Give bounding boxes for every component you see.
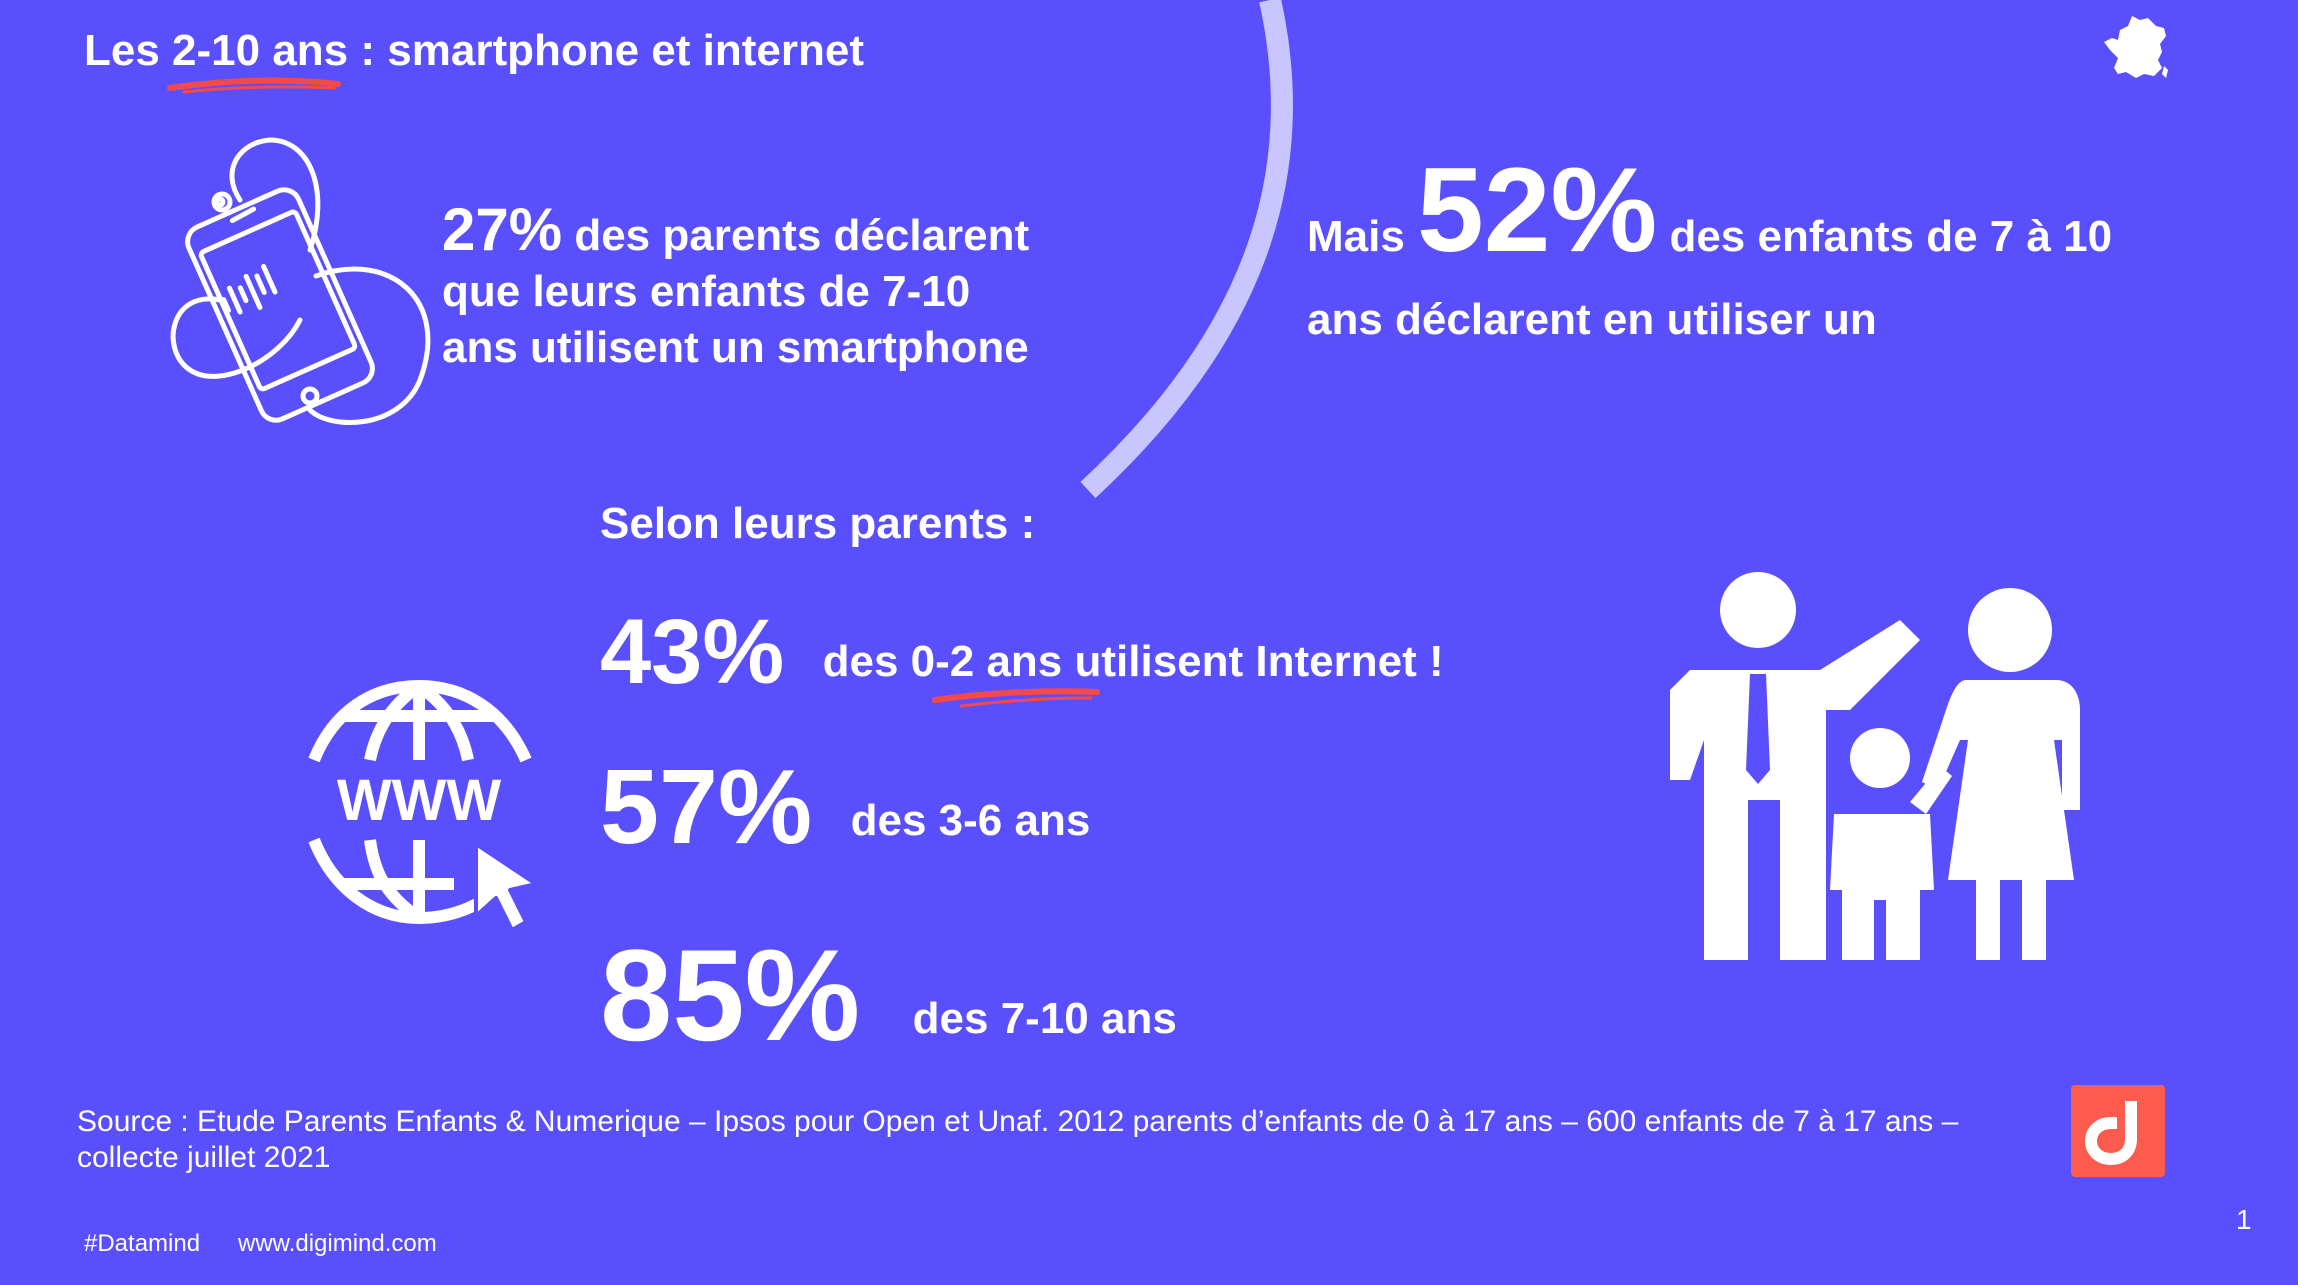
- smartphone-stat-line3: ans utilisent un smartphone: [442, 323, 1029, 372]
- children-stat: Mais 52% des enfants de 7 à 10 ans décla…: [1307, 150, 2112, 348]
- internet-row-1-highlight: 0-2 ans: [910, 634, 1100, 708]
- children-stat-line1: Mais 52% des enfants de 7 à 10: [1307, 150, 2112, 292]
- internet-heading: Selon leurs parents :: [600, 499, 1036, 548]
- globe-www-label: WWW: [337, 768, 501, 833]
- footer-website[interactable]: www.digimind.com: [238, 1230, 437, 1257]
- internet-row-1-text: des 0-2 ans utilisent Internet !: [822, 634, 1444, 708]
- internet-row-3-text: des 7-10 ans: [912, 994, 1177, 1043]
- internet-row-3: 85% des 7-10 ans: [600, 930, 1177, 1060]
- smartphone-stat-value: 27%: [442, 196, 563, 263]
- internet-row-1-text-suffix: utilisent Internet !: [1062, 637, 1444, 686]
- family-icon: [1670, 572, 2080, 960]
- smartphone-stat-line2: que leurs enfants de 7-10: [442, 267, 971, 316]
- digimind-logo-icon: [2071, 1085, 2165, 1177]
- france-map-icon: [2104, 16, 2168, 78]
- smartphone-stat-text1: des parents déclarent: [562, 211, 1030, 260]
- internet-row-2-value: 57%: [600, 748, 813, 866]
- internet-row-3-value: 85%: [600, 922, 861, 1068]
- page-number: 1: [2236, 1204, 2252, 1235]
- smartphone-icon: [170, 137, 431, 425]
- internet-row-2: 57% des 3-6 ans: [600, 754, 1090, 860]
- title-suffix: : smartphone et internet: [348, 26, 864, 75]
- red-underline-icon: [167, 77, 342, 94]
- cursor-icon: [474, 842, 538, 932]
- title-highlight: 2-10 ans: [167, 26, 349, 94]
- children-stat-prefix: Mais: [1307, 212, 1418, 261]
- decorative-arc-icon: [1080, 0, 1293, 499]
- internet-row-1-text-prefix: des: [822, 637, 911, 686]
- smartphone-stat-line1: 27% des parents déclarent: [442, 200, 1029, 264]
- internet-row-2-text: des 3-6 ans: [850, 796, 1091, 845]
- footer-hashtag: #Datamind: [84, 1230, 201, 1257]
- title-highlight-text: 2-10 ans: [172, 26, 349, 75]
- children-stat-line2: ans déclarent en utiliser un: [1307, 295, 1877, 344]
- title-prefix: Les: [84, 26, 173, 75]
- children-stat-value: 52%: [1417, 143, 1658, 277]
- source-note: Source : Etude Parents Enfants & Numeriq…: [77, 1105, 1959, 1174]
- red-underline-icon: [931, 688, 1100, 708]
- internet-row-1: 43% des 0-2 ans utilisent Internet !: [600, 606, 1444, 708]
- slide-title: Les 2-10 ans : smartphone et internet: [84, 26, 864, 94]
- children-stat-text1: des enfants de 7 à 10: [1657, 212, 2113, 261]
- smartphone-stat: 27% des parents déclarent que leurs enfa…: [442, 200, 1029, 376]
- internet-row-1-highlight-text: 0-2 ans: [910, 637, 1063, 686]
- internet-row-1-value: 43%: [600, 601, 785, 703]
